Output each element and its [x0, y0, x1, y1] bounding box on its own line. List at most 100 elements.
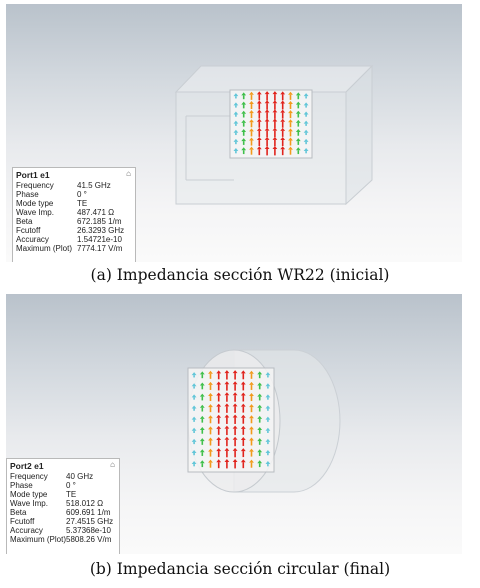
property-label: Frequency	[16, 181, 54, 190]
field-arrow-head	[241, 138, 247, 142]
port2-info-panel[interactable]: Port2 e1 ⌂ Frequency 40 GHz Phase 0 ° Mode t…	[6, 458, 120, 554]
field-arrow-head	[191, 405, 197, 409]
property-value: TE	[77, 199, 88, 208]
field-arrow-head	[257, 404, 263, 408]
field-arrow-head	[272, 136, 278, 140]
field-arrow-head	[241, 101, 247, 105]
field-arrow-head	[249, 110, 254, 114]
field-arrow-head	[208, 459, 213, 463]
field-arrow-head	[224, 392, 230, 396]
field-arrow-head	[264, 118, 270, 122]
field-arrow-head	[264, 136, 270, 140]
field-arrow-head	[256, 127, 262, 131]
field-arrow-head	[256, 100, 262, 104]
field-arrow-head	[249, 370, 254, 374]
field-arrow-head	[208, 437, 213, 441]
pin-icon[interactable]: ⌂	[126, 169, 131, 178]
field-arrow-head	[199, 449, 205, 453]
field-arrow-head	[199, 404, 205, 408]
simulation-view-circular[interactable]: Port2 e1 ⌂ Frequency 40 GHz Phase 0 ° Mode t…	[6, 294, 462, 554]
property-value: 5.37368e-10	[66, 526, 111, 535]
field-arrow-head	[240, 370, 246, 374]
circular-waveguide-3d-model	[187, 349, 341, 493]
field-arrow-head	[256, 146, 262, 150]
field-arrow-head	[265, 427, 271, 431]
field-arrow-head	[241, 147, 247, 151]
field-arrow-head	[240, 436, 246, 440]
property-row: Mode type TE	[13, 199, 135, 208]
property-label: Accuracy	[16, 235, 49, 244]
field-arrow-head	[216, 403, 222, 407]
field-arrow-head	[265, 416, 271, 420]
field-arrow-head	[208, 448, 213, 452]
port1-panel-title: Port1 e1 ⌂	[13, 168, 135, 181]
field-arrow-head	[257, 371, 263, 375]
field-arrow-head	[233, 93, 239, 97]
pin-icon[interactable]: ⌂	[110, 460, 115, 469]
field-arrow-head	[288, 100, 293, 104]
property-value: 0 °	[77, 190, 87, 199]
waveguide-3d-model	[174, 64, 374, 206]
field-arrow-head	[257, 449, 263, 453]
field-arrow-head	[303, 102, 309, 106]
field-arrow-head	[249, 426, 254, 430]
property-value: 7774.17 V/m	[77, 244, 123, 253]
field-arrow-head	[240, 425, 246, 429]
field-arrow-head	[233, 102, 239, 106]
field-arrow-head	[265, 372, 271, 376]
port1-info-panel[interactable]: Port1 e1 ⌂ Frequency 41.5 GHz Phase 0 ° Mode…	[12, 167, 136, 262]
field-arrow-head	[295, 147, 301, 151]
field-arrow-head	[303, 93, 309, 97]
property-label: Mode type	[16, 199, 54, 208]
property-label: Fcutoff	[16, 226, 41, 235]
port2-title-text: Port2 e1	[10, 461, 44, 471]
property-row: Wave Imp. 487.471 Ω	[13, 208, 135, 217]
field-arrow-head	[224, 403, 230, 407]
field-arrow-head	[265, 394, 271, 398]
field-arrow-head	[208, 370, 213, 374]
property-value: TE	[66, 490, 77, 499]
property-row: Maximum (Plot) 7774.17 V/m	[13, 244, 135, 253]
property-value: 27.4515 GHz	[66, 517, 114, 526]
field-arrow-head	[199, 438, 205, 442]
field-arrow-head	[303, 148, 309, 152]
field-arrow-head	[288, 119, 293, 123]
property-row: Frequency 40 GHz	[7, 472, 119, 481]
field-arrow-head	[216, 436, 222, 440]
field-arrow-head	[257, 438, 263, 442]
field-arrow-head	[199, 393, 205, 397]
field-arrow-head	[199, 415, 205, 419]
field-arrow-head	[232, 447, 238, 451]
field-arrow-head	[224, 458, 230, 462]
field-arrow-head	[232, 381, 238, 385]
field-arrow-head	[264, 145, 270, 149]
property-label: Maximum (Plot)	[10, 535, 67, 544]
field-arrow-head	[272, 118, 278, 122]
field-arrow-head	[240, 381, 246, 385]
field-arrow-head	[249, 119, 254, 123]
field-arrow-head	[256, 91, 262, 95]
field-arrow-head	[224, 414, 230, 418]
field-arrow-head	[295, 129, 301, 133]
field-arrow-head	[199, 460, 205, 464]
field-arrow-head	[241, 129, 247, 133]
field-arrow-head	[264, 109, 270, 113]
field-arrow-head	[265, 383, 271, 387]
field-arrow-head	[191, 416, 197, 420]
field-arrow-head	[272, 145, 278, 149]
field-arrow-head	[272, 100, 278, 104]
field-arrow-head	[249, 437, 254, 441]
field-arrow-head	[280, 91, 286, 95]
field-arrow-head	[249, 146, 254, 150]
field-arrow-head	[233, 138, 239, 142]
field-arrow-head	[199, 382, 205, 386]
field-arrow-head	[295, 92, 301, 96]
property-row: Frequency 41.5 GHz	[13, 181, 135, 190]
property-row: Fcutoff 27.4515 GHz	[7, 517, 119, 526]
field-arrow-head	[191, 461, 197, 465]
field-arrow-head	[265, 461, 271, 465]
field-arrow-head	[224, 436, 230, 440]
field-arrow-head	[288, 91, 293, 95]
simulation-view-wr22[interactable]: Port1 e1 ⌂ Frequency 41.5 GHz Phase 0 ° Mode…	[6, 4, 462, 262]
property-value: 672.185 1/m	[77, 217, 122, 226]
